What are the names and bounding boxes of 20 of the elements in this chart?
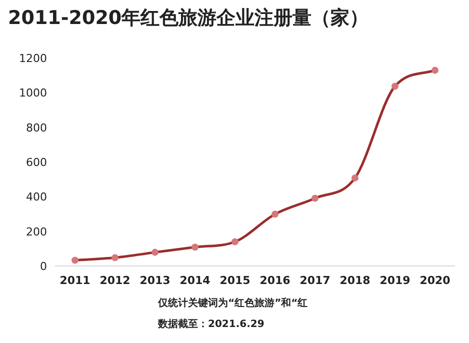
x-tick-label: 2019 [380, 274, 410, 287]
y-tick-label: 1200 [19, 52, 47, 65]
x-tick-label: 2012 [100, 274, 130, 287]
x-tick-label: 2016 [260, 274, 291, 287]
y-tick-label: 400 [26, 190, 47, 204]
y-tick-label: 0 [40, 260, 47, 273]
y-tick-label: 200 [26, 225, 47, 238]
x-tick-label: 2018 [340, 274, 370, 287]
y-tick-label: 1000 [19, 86, 47, 100]
x-tick-label: 2011 [60, 274, 90, 287]
x-tick-label: 2013 [140, 274, 170, 287]
x-tick-label: 2014 [180, 274, 211, 287]
text: 数据截至：2021.6.29 [157, 318, 264, 330]
x-tick-label: 2017 [300, 274, 330, 287]
text: 仅统计关键词为“红色旅游”和“红 [157, 297, 308, 309]
y-tick-label: 800 [26, 121, 47, 134]
x-tick-label: 2015 [220, 274, 250, 287]
x-tick-label: 2020 [420, 274, 451, 287]
y-tick-label: 600 [26, 156, 47, 169]
chart-title: 2011-2020年红色旅游企业注册量（家） [8, 7, 369, 29]
